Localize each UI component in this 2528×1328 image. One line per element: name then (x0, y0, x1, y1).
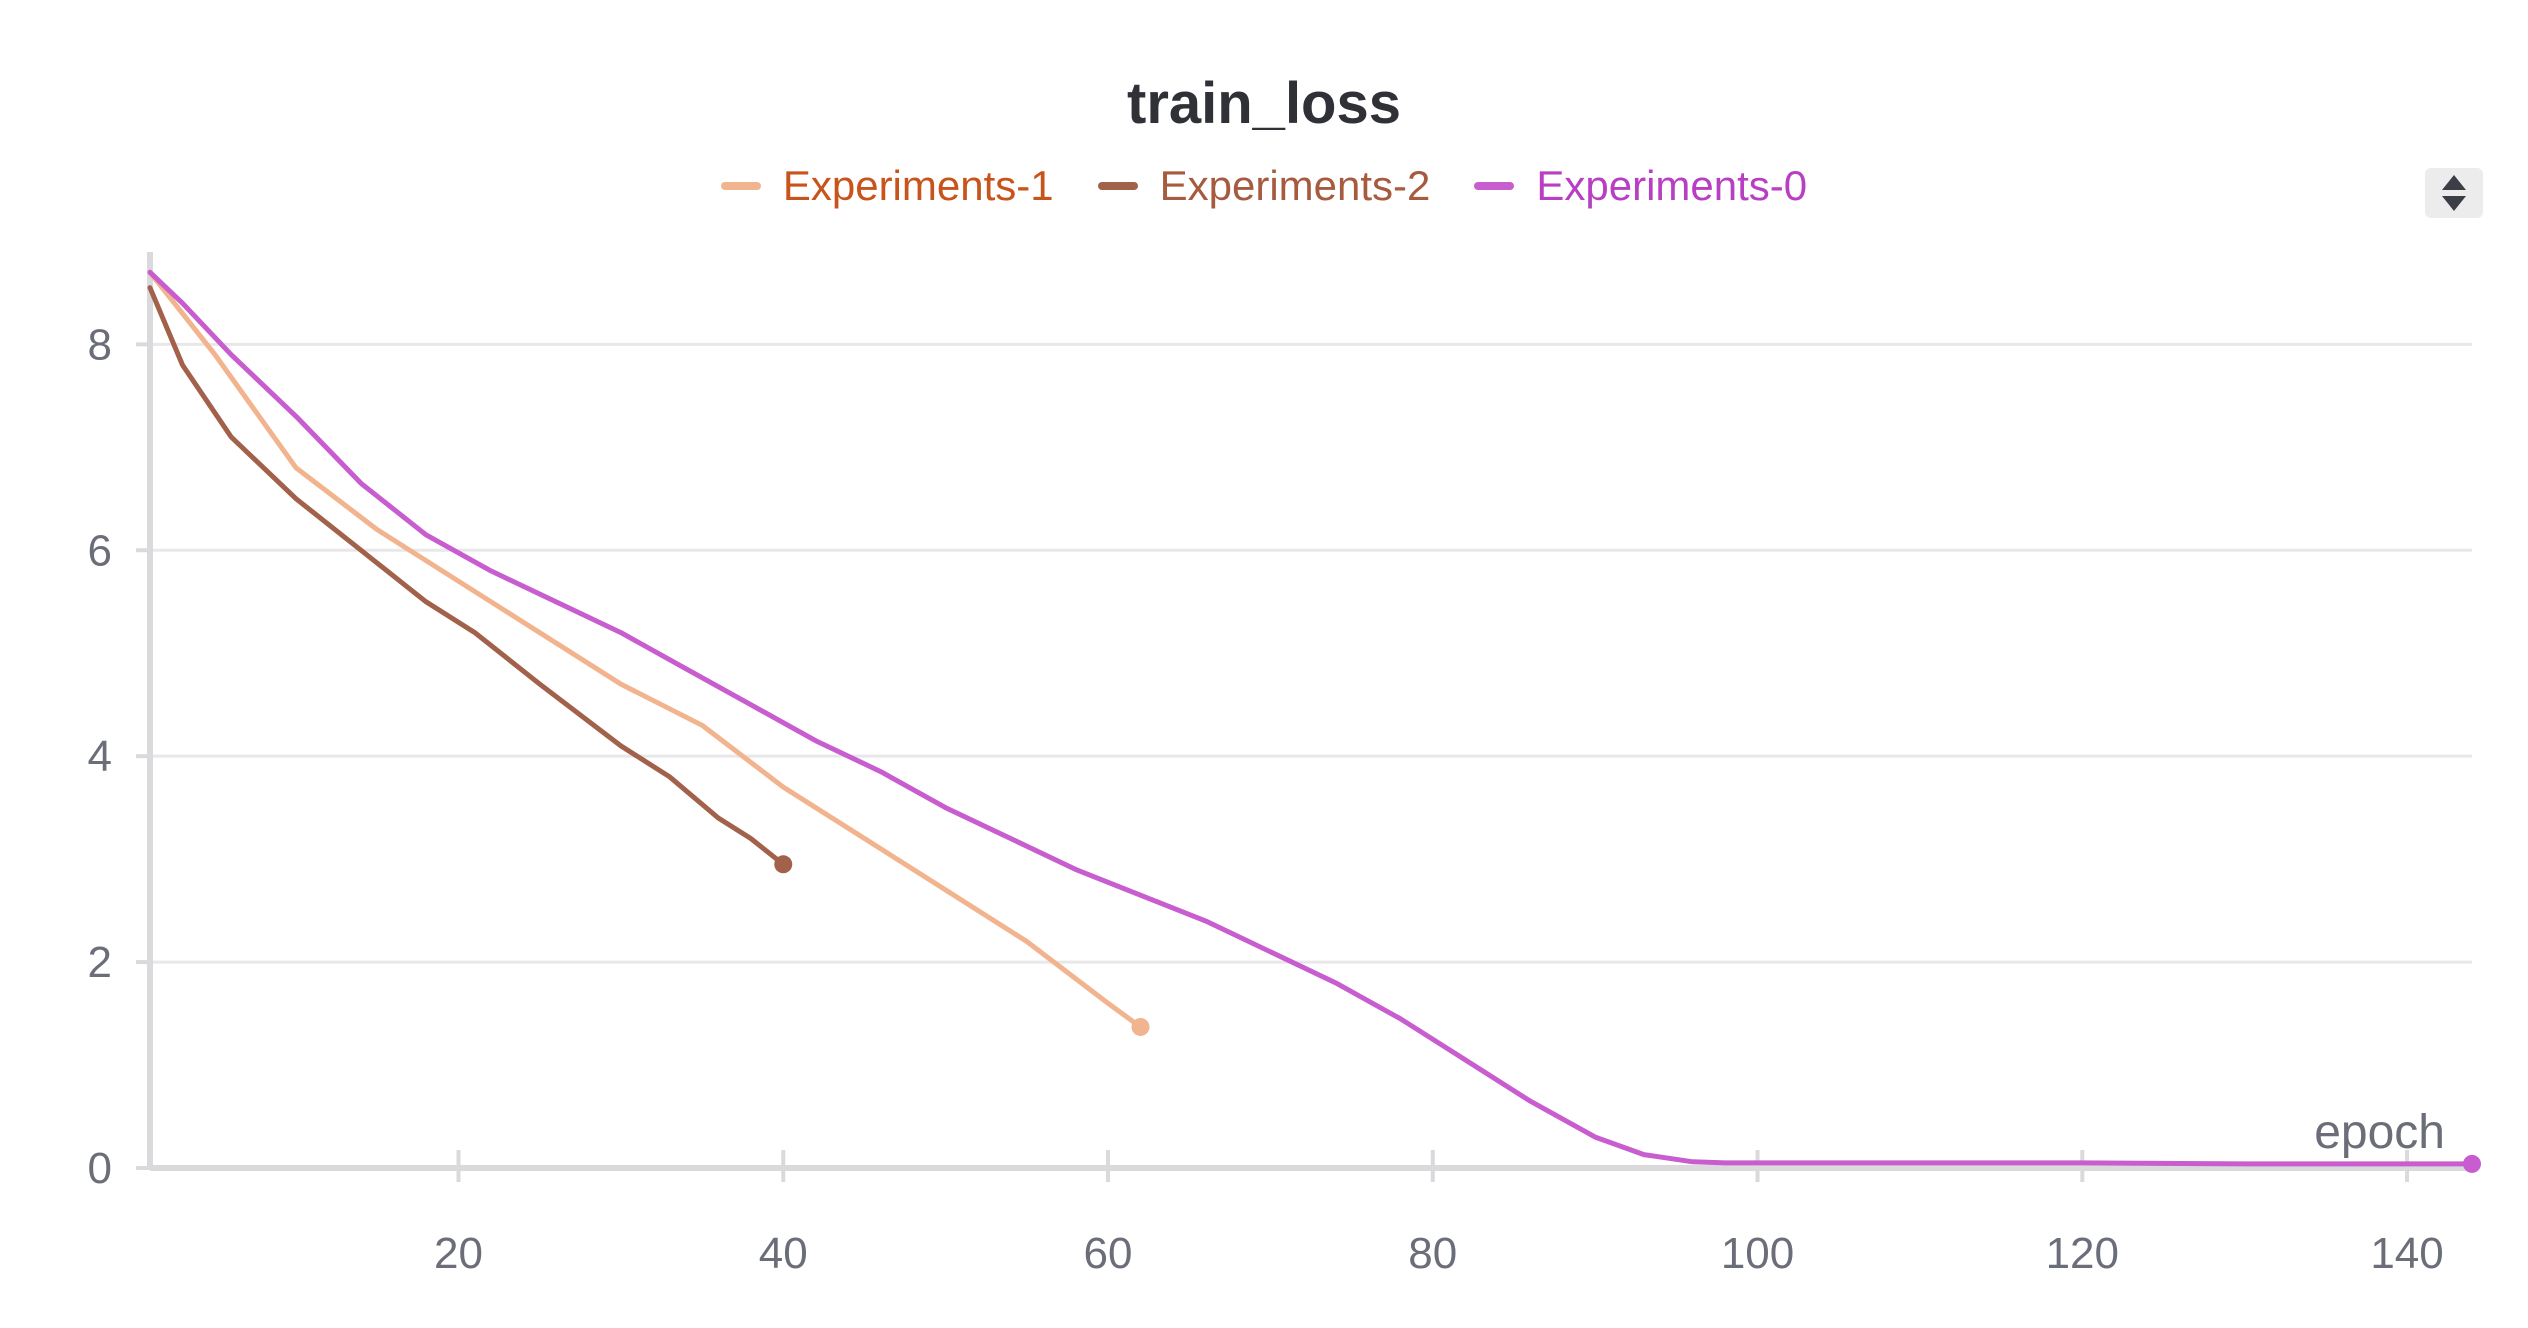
y-tick-label: 8 (88, 320, 112, 369)
series (147, 269, 2481, 1173)
x-tick-label: 140 (2370, 1229, 2443, 1278)
legend-label-experiments-1: Experiments-1 (782, 162, 1054, 209)
series-line-experiments-0[interactable] (147, 269, 2475, 1167)
legend-swatch-experiments-2 (1097, 182, 1138, 190)
legend-item-experiments-2[interactable]: Experiments-2 (1097, 162, 1431, 210)
legend-label-experiments-2: Experiments-2 (1159, 162, 1431, 209)
tick-labels: 0 2 4 6 8 20 40 60 80 100 120 140 epoch (88, 320, 2445, 1278)
axes (136, 252, 2472, 1182)
y-tick-label: 0 (88, 1144, 112, 1193)
y-tick-label: 2 (88, 938, 112, 987)
chart-title: train_loss (1127, 71, 1401, 136)
legend-sort-toggle-button[interactable] (2425, 168, 2483, 218)
y-tick-label: 6 (88, 526, 112, 575)
x-tick-label: 40 (759, 1229, 808, 1278)
x-tick-label: 100 (1721, 1229, 1794, 1278)
gridlines (150, 342, 2472, 964)
series-line-experiments-2[interactable] (147, 285, 786, 867)
legend-swatch-experiments-1 (720, 182, 761, 190)
y-tick-label: 4 (88, 732, 112, 781)
legend-label-experiments-0: Experiments-0 (1536, 162, 1808, 209)
series-line-experiments-1[interactable] (147, 269, 1143, 1030)
legend-item-experiments-1[interactable]: Experiments-1 (720, 162, 1054, 210)
legend-swatch-experiments-0 (1474, 182, 1515, 190)
x-tick-label: 20 (434, 1229, 483, 1278)
x-axis-title: epoch (2314, 1106, 2445, 1159)
x-tick-label: 120 (2046, 1229, 2119, 1278)
x-tick-label: 60 (1084, 1229, 1133, 1278)
x-tick-label: 80 (1408, 1229, 1457, 1278)
series-end-point-experiments-0[interactable] (2463, 1154, 2481, 1173)
series-end-point-experiments-1[interactable] (1131, 1017, 1150, 1036)
series-end-point-experiments-2[interactable] (774, 855, 793, 874)
legend: Experiments-1 Experiments-2 Experiments-… (0, 162, 2528, 210)
sort-arrows-icon (2442, 175, 2466, 211)
legend-item-experiments-0[interactable]: Experiments-0 (1474, 162, 1807, 210)
